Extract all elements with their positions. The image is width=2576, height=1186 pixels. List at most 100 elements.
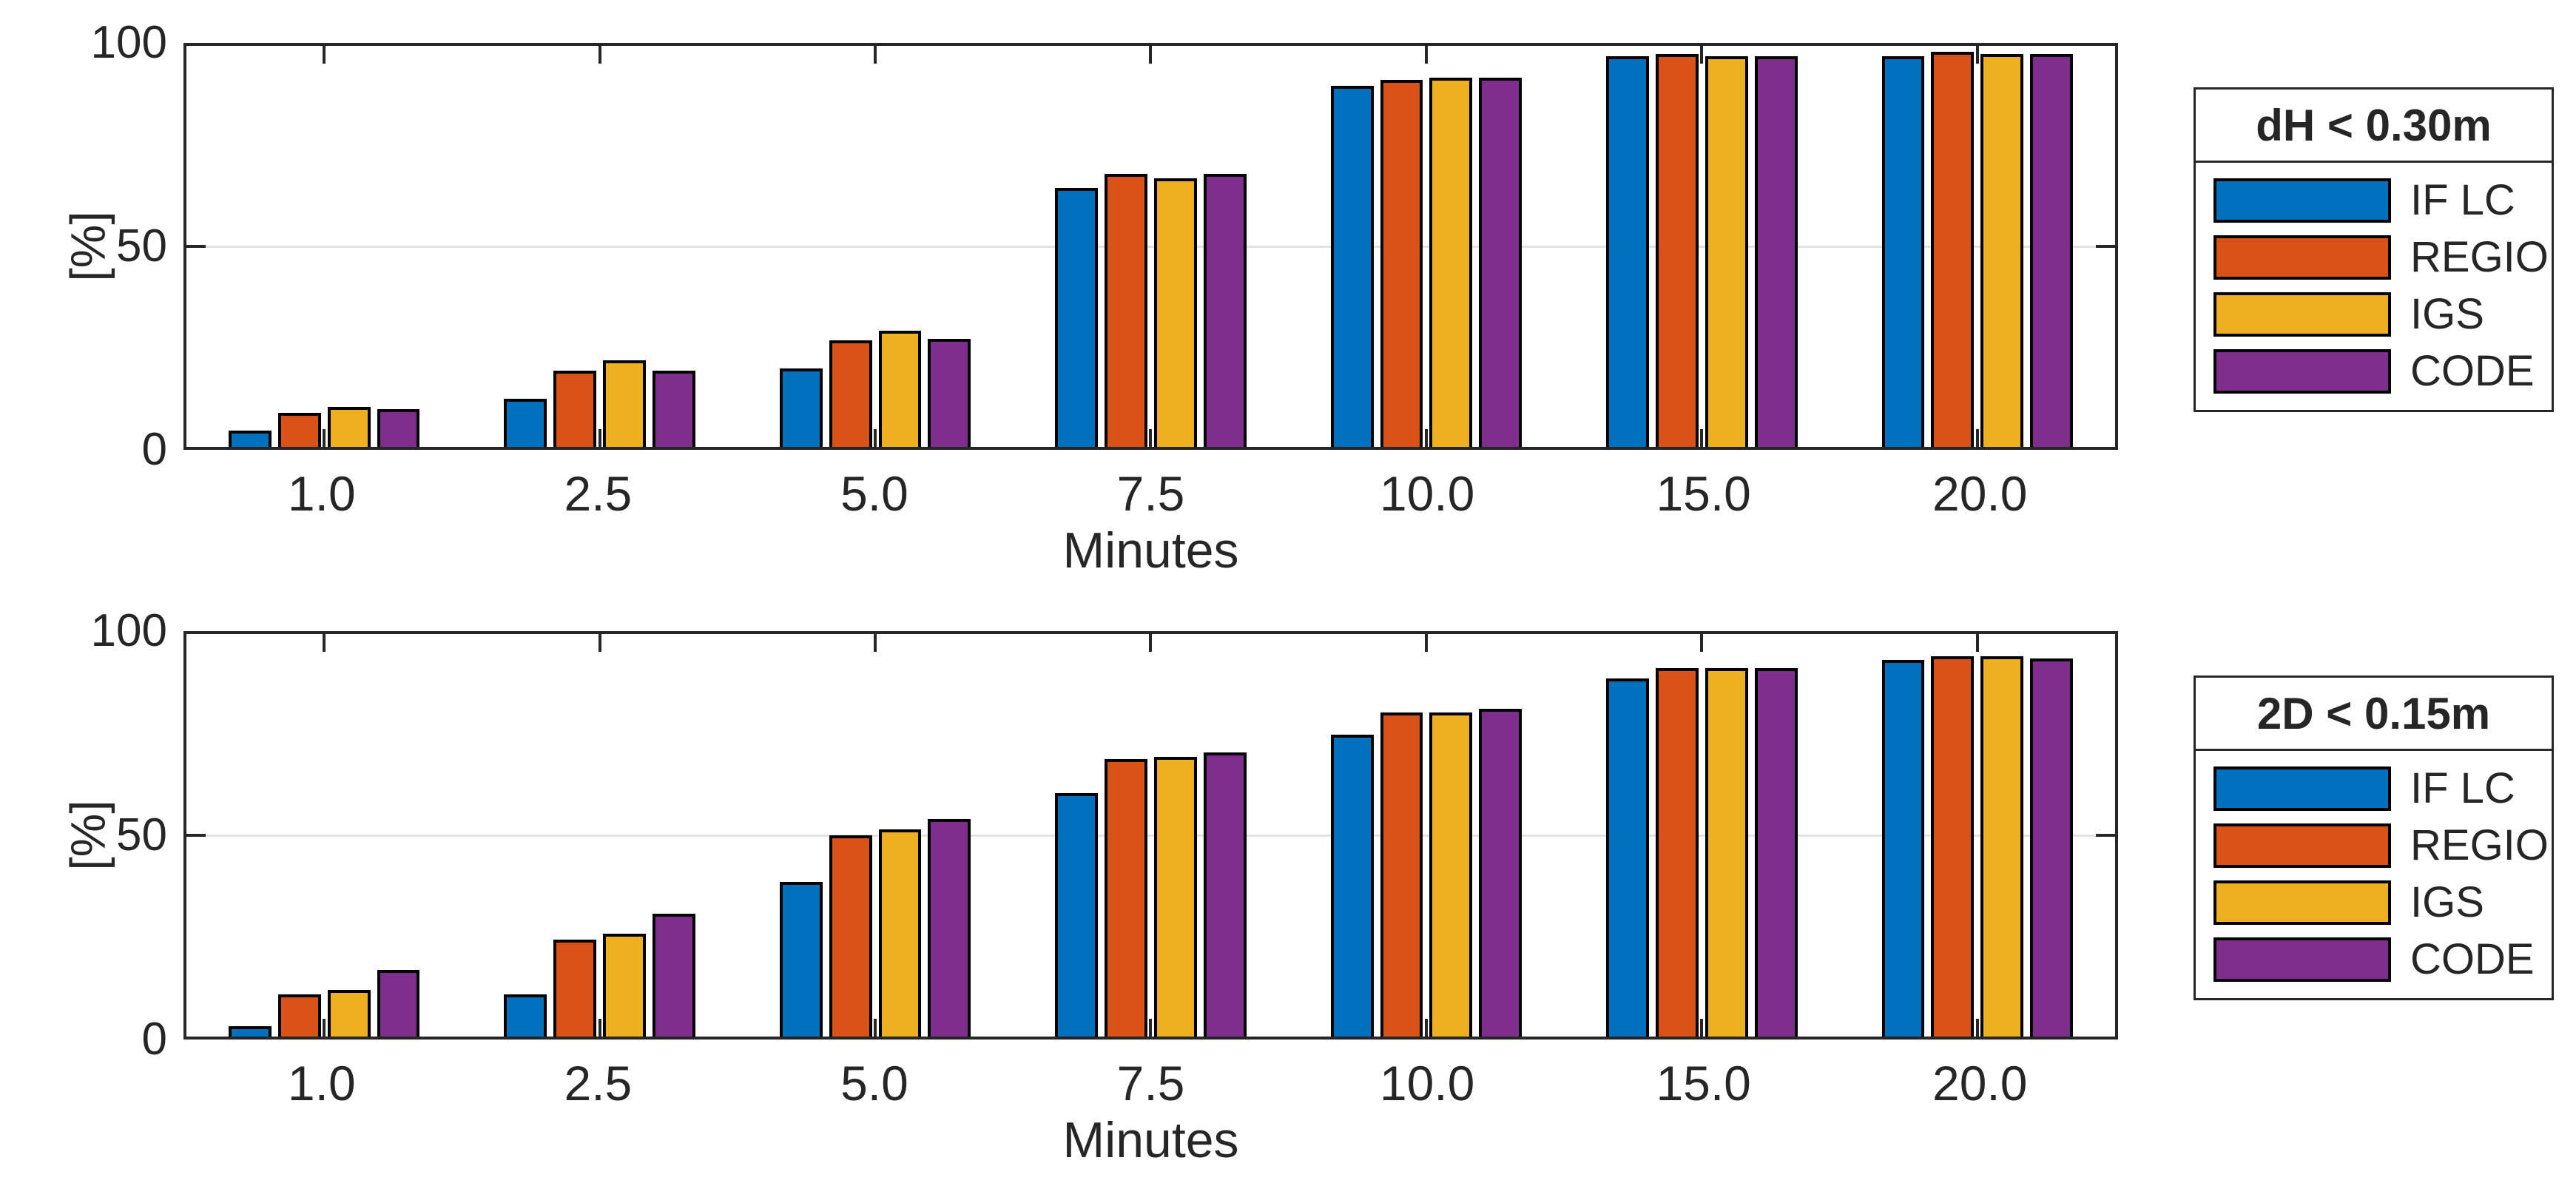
x-tick-mark-top xyxy=(1700,634,1704,652)
y-tick-mark-left xyxy=(186,245,206,248)
bar-regio xyxy=(1380,712,1423,1037)
x-tick-mark-top xyxy=(598,634,601,652)
top-plot-area xyxy=(183,43,2118,450)
bar-group-15-0 xyxy=(1564,46,1839,447)
top-legend-items: IF LC REGIO IGS CODE xyxy=(2196,163,2552,394)
legend-swatch-igs xyxy=(2213,292,2391,337)
x-tick-mark-bottom xyxy=(1149,429,1153,447)
bars xyxy=(1330,46,1523,447)
legend-item-if-lc: IF LC xyxy=(2213,766,2552,811)
top-x-tick-labels: 1.0 2.5 5.0 7.5 10.0 15.0 20.0 xyxy=(183,469,2118,518)
x-tick-label-7-5: 7.5 xyxy=(1116,1056,1185,1111)
y-tick-label-100: 100 xyxy=(90,17,167,68)
x-tick-mark-top xyxy=(1975,46,1979,64)
bottom-plot-area xyxy=(183,631,2118,1040)
y-tick-mark-right xyxy=(2096,834,2115,837)
x-tick-mark-bottom xyxy=(323,429,326,447)
bar-igs xyxy=(1153,756,1197,1037)
top-x-axis-label: Minutes xyxy=(1062,522,1239,579)
x-tick-mark-bottom xyxy=(874,429,877,447)
bars xyxy=(1881,634,2073,1037)
legend-swatch-regio xyxy=(2213,823,2391,868)
y-tick-label-0: 0 xyxy=(141,1014,167,1065)
x-tick-mark-top xyxy=(874,634,877,652)
bar-if-lc xyxy=(1881,660,1925,1037)
x-tick-mark-top xyxy=(874,46,877,64)
bar-if-lc xyxy=(779,881,823,1037)
bars xyxy=(1330,634,1523,1037)
x-tick-label-2-5: 2.5 xyxy=(564,466,633,521)
legend-item-igs: IGS xyxy=(2213,880,2552,925)
x-tick-label-15-0: 15.0 xyxy=(1656,466,1751,521)
bars xyxy=(779,46,971,447)
top-legend: dH < 0.30m IF LC REGIO IGS CODE xyxy=(2194,87,2554,412)
y-tick-label-50: 50 xyxy=(116,809,167,860)
bar-group-2-5 xyxy=(462,46,737,447)
bar-group-7-5 xyxy=(1013,634,1288,1037)
x-tick-label-10-0: 10.0 xyxy=(1379,466,1475,521)
x-tick-label-15-0: 15.0 xyxy=(1656,1056,1751,1111)
bottom-legend-items: IF LC REGIO IGS CODE xyxy=(2196,751,2552,982)
legend-item-if-lc: IF LC xyxy=(2213,178,2552,223)
bar-regio xyxy=(1655,668,1699,1037)
bottom-y-axis-label: [%] xyxy=(60,800,115,871)
x-tick-mark-bottom xyxy=(1975,1019,1979,1037)
x-tick-label-20-0: 20.0 xyxy=(1932,1056,2028,1111)
x-tick-mark-bottom xyxy=(1700,1019,1704,1037)
x-tick-label-5-0: 5.0 xyxy=(840,1056,908,1111)
bar-igs xyxy=(1705,55,1748,447)
bottom-x-axis-label: Minutes xyxy=(1062,1112,1239,1168)
x-tick-mark-bottom xyxy=(323,1019,326,1037)
bottom-panel: 0 50 100 [%] 1.0 2.5 5.0 7.5 10.0 15.0 20.0 Minu… xyxy=(60,608,2554,1165)
x-tick-label-2-5: 2.5 xyxy=(564,1056,633,1111)
bar-igs xyxy=(1429,78,1473,447)
bar-igs xyxy=(1429,712,1473,1037)
legend-item-label: IF LC xyxy=(2410,764,2515,812)
bar-igs xyxy=(878,829,922,1037)
bar-igs xyxy=(1980,656,2024,1037)
bars xyxy=(504,634,695,1037)
x-tick-label-1-0: 1.0 xyxy=(287,1056,356,1111)
bar-regio xyxy=(1380,80,1423,447)
x-tick-mark-top xyxy=(323,634,326,652)
bars xyxy=(1055,634,1247,1037)
bar-regio xyxy=(277,412,321,447)
x-tick-mark-bottom xyxy=(598,1019,601,1037)
y-tick-label-0: 0 xyxy=(141,424,167,475)
bar-if-lc xyxy=(504,994,547,1037)
bar-igs xyxy=(1705,668,1748,1037)
bar-if-lc xyxy=(1881,55,1925,447)
bar-code xyxy=(1203,174,1247,447)
bar-igs xyxy=(327,406,371,447)
gridline-50 xyxy=(186,835,2115,837)
bars xyxy=(504,46,695,447)
legend-swatch-code xyxy=(2213,937,2391,982)
y-tick-mark-right xyxy=(2096,245,2115,248)
legend-item-label: IF LC xyxy=(2410,176,2515,224)
bar-regio xyxy=(1105,758,1147,1037)
bar-regio xyxy=(553,940,597,1037)
x-tick-mark-bottom xyxy=(874,1019,877,1037)
legend-item-igs: IGS xyxy=(2213,292,2552,337)
bar-code xyxy=(1754,668,1798,1037)
legend-swatch-if-lc xyxy=(2213,766,2391,811)
legend-item-regio: REGIO xyxy=(2213,823,2552,868)
bar-code xyxy=(928,819,971,1037)
legend-item-label: IGS xyxy=(2410,290,2484,338)
bar-group-1-0 xyxy=(186,46,462,447)
bar-igs xyxy=(1153,178,1197,447)
x-tick-mark-bottom xyxy=(598,429,601,447)
top-y-tick-labels: 0 50 100 xyxy=(49,20,167,473)
bars xyxy=(779,634,971,1037)
bar-group-5-0 xyxy=(738,46,1013,447)
bar-regio xyxy=(1655,53,1699,447)
legend-item-label: REGIO xyxy=(2410,821,2549,869)
bar-igs xyxy=(1980,53,2024,447)
legend-swatch-igs xyxy=(2213,880,2391,925)
x-tick-mark-top xyxy=(1700,46,1704,64)
bars xyxy=(1606,634,1798,1037)
top-y-axis-label: [%] xyxy=(60,211,115,282)
bar-group-15-0 xyxy=(1564,634,1839,1037)
bar-code xyxy=(2030,53,2073,447)
legend-item-code: CODE xyxy=(2213,937,2552,982)
